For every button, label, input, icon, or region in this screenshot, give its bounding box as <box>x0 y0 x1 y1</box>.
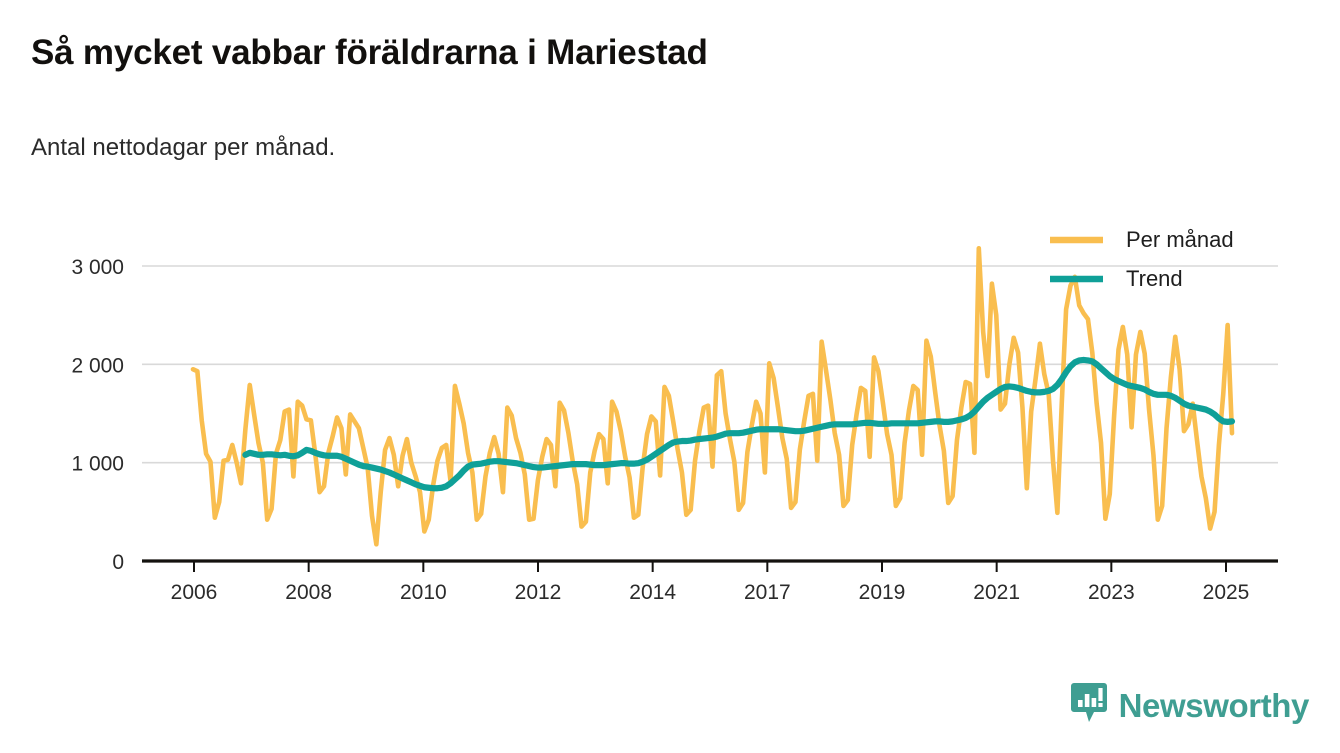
y-axis-tick-labels: 0 1 000 2 000 3 000 <box>71 256 124 574</box>
x-tick-label: 2012 <box>515 581 562 604</box>
x-tick-label: 2017 <box>744 581 791 604</box>
x-tick-label: 2008 <box>285 581 332 604</box>
speech-bubble-bar-chart-icon <box>1070 682 1108 729</box>
x-tick-label: 2014 <box>629 581 676 604</box>
x-tick-label: 2010 <box>400 581 447 604</box>
legend-label-per-manad: Per månad <box>1126 227 1234 252</box>
y-tick-label: 0 <box>112 551 124 574</box>
brand-logo: Newsworthy <box>1070 682 1309 729</box>
page-subtitle: Antal nettodagar per månad. <box>31 134 336 161</box>
y-tick-label: 1 000 <box>71 453 124 476</box>
legend-label-trend: Trend <box>1126 266 1183 291</box>
x-tick-label: 2006 <box>171 581 218 604</box>
x-axis-tick-labels: 2006 2008 2010 2012 2014 2017 2019 2021 2023 2025 <box>171 581 1250 604</box>
y-tick-label: 3 000 <box>71 256 124 279</box>
x-axis <box>142 559 1278 572</box>
chart-container: 0 1 000 2 000 3 000 2006 2008 2010 2012 2014 201… <box>0 196 1340 616</box>
page-title: Så mycket vabbar föräldrarna i Mariestad <box>31 33 708 72</box>
series-trend <box>242 356 1236 492</box>
x-tick-label: 2019 <box>859 581 906 604</box>
x-tick-label: 2021 <box>973 581 1020 604</box>
line-chart: 0 1 000 2 000 3 000 2006 2008 2010 2012 2014 201… <box>71 227 1278 604</box>
x-tick-label: 2023 <box>1088 581 1135 604</box>
series-layer <box>190 246 1236 547</box>
chart-legend: Per månad Trend <box>1050 227 1234 291</box>
brand-name: Newsworthy <box>1118 686 1310 724</box>
x-tick-label: 2025 <box>1203 581 1250 604</box>
series-per-manad <box>190 246 1235 547</box>
y-tick-label: 2 000 <box>71 354 124 377</box>
